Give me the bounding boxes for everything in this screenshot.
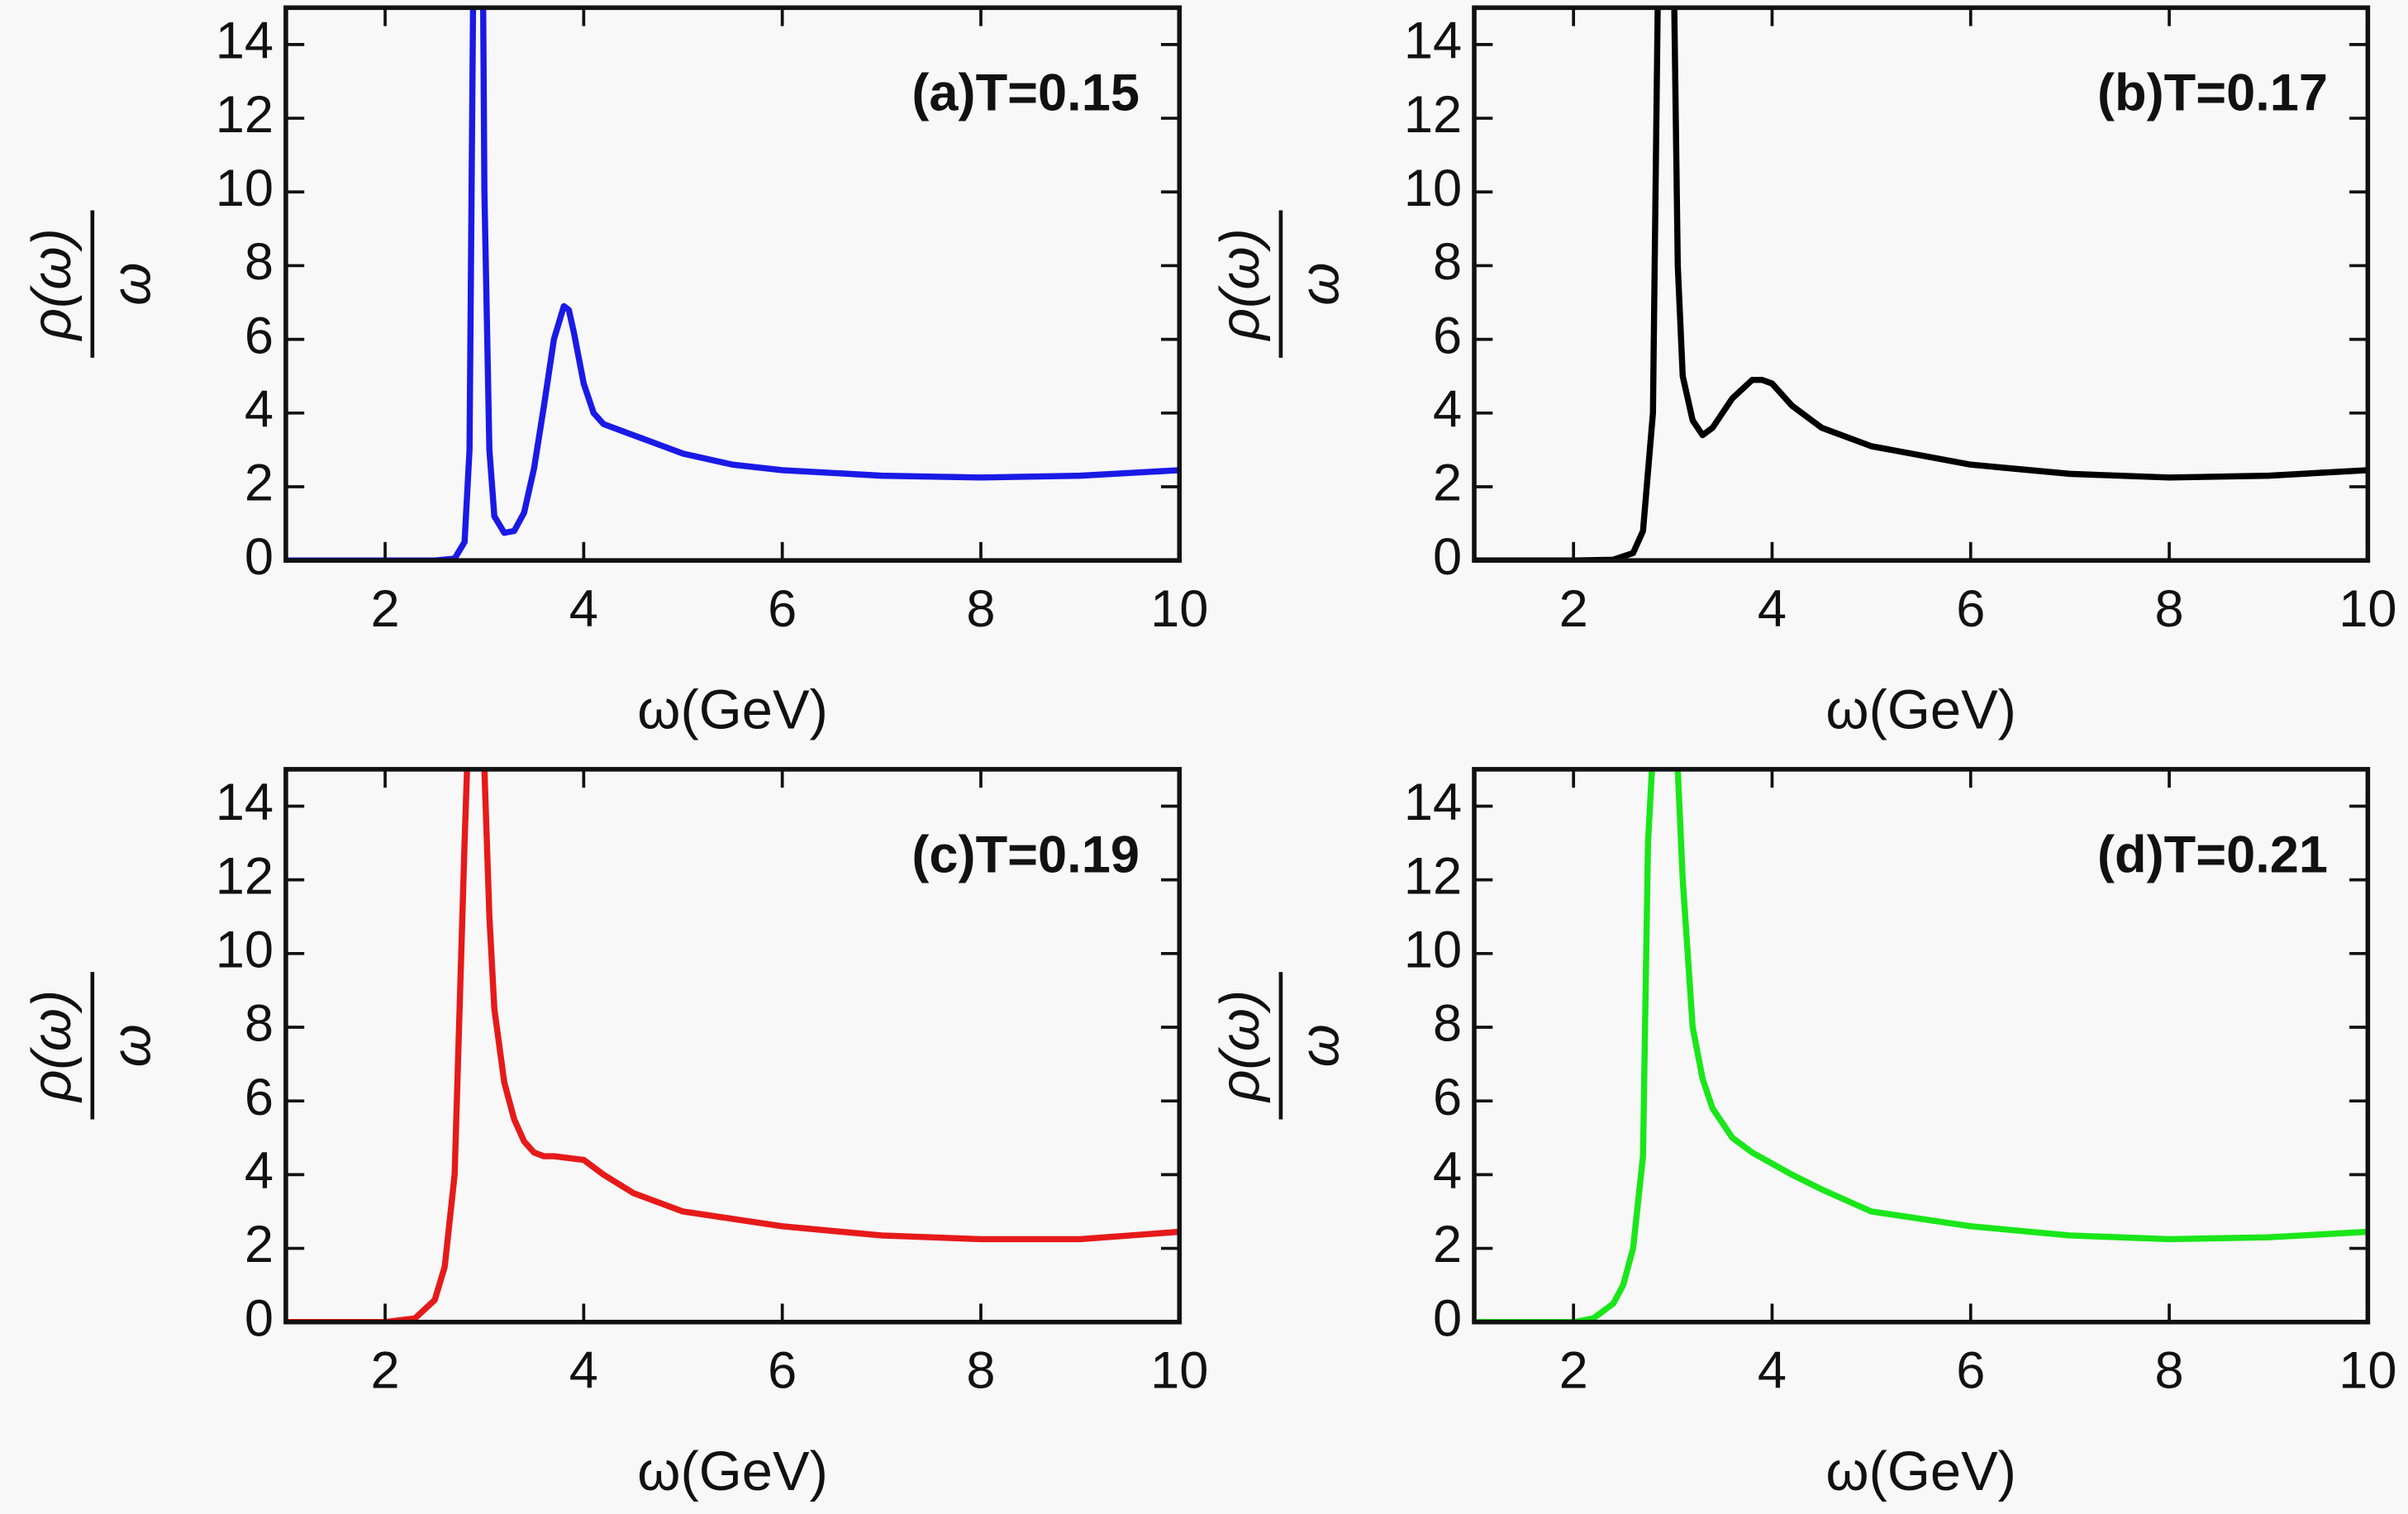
y-label-numerator: ρ(ω)	[21, 228, 83, 341]
y-tick-label: 14	[216, 774, 274, 831]
panel: 2 4 6 8 10 0 2 4 6 8 10 12 14 ω(GeV) (b)T=0.17 ρ(ω) ω	[1209, 5, 2396, 741]
y-tick-label: 14	[216, 12, 274, 70]
y-tick-label: 14	[1404, 774, 1462, 831]
y-tick-label: 10	[216, 159, 274, 217]
data-line	[285, 769, 1180, 1322]
annotation: (a)T=0.15	[911, 64, 1140, 122]
x-tick-label: 8	[966, 580, 995, 638]
plot-frame	[1472, 5, 2371, 563]
x-axis-label: ω(GeV)	[637, 679, 828, 741]
x-axis-label: ω(GeV)	[637, 1440, 828, 1502]
plot-frame	[283, 767, 1183, 1325]
y-axis-label: ρ(ω) ω	[1209, 972, 1351, 1120]
x-tick-label: 8	[2155, 580, 2184, 638]
y-tick-label: 2	[245, 1216, 274, 1274]
y-tick-label: 8	[1433, 995, 1462, 1053]
y-tick-label: 8	[245, 995, 274, 1053]
y-label-denominator: ω	[100, 1024, 162, 1067]
y-tick-label: 8	[1433, 233, 1462, 291]
y-label-numerator: ρ(ω)	[21, 990, 83, 1103]
data-line	[285, 7, 1180, 561]
x-tick-label: 10	[2339, 1342, 2396, 1400]
x-tick-label: 10	[1150, 580, 1208, 638]
y-tick-label: 10	[1404, 921, 1462, 979]
data-line	[1474, 769, 2368, 1322]
y-label-denominator: ω	[1289, 263, 1351, 306]
y-tick-label: 2	[1433, 455, 1462, 512]
y-label-denominator: ω	[100, 263, 162, 306]
x-tick-label: 4	[569, 580, 598, 638]
x-tick-label: 6	[1956, 1342, 1985, 1400]
panel: 2 4 6 8 10 0 2 4 6 8 10 12 14 ω(GeV) (a)T=0.15 ρ(ω) ω	[21, 5, 1208, 741]
panel: 2 4 6 8 10 0 2 4 6 8 10 12 14 ω(GeV) (c)T=0.19 ρ(ω) ω	[21, 767, 1208, 1502]
y-tick-label: 8	[245, 233, 274, 291]
x-tick-label: 6	[768, 1342, 797, 1400]
y-tick-label: 6	[245, 307, 274, 364]
x-tick-label: 10	[2339, 580, 2396, 638]
y-tick-label: 4	[1433, 380, 1462, 438]
y-label-numerator: ρ(ω)	[1209, 990, 1271, 1103]
y-axis-label: ρ(ω) ω	[21, 210, 162, 358]
y-tick-label: 10	[1404, 159, 1462, 217]
y-tick-label: 4	[245, 380, 274, 438]
y-tick-label: 0	[245, 528, 274, 586]
x-tick-label: 6	[768, 580, 797, 638]
x-tick-label: 2	[1559, 580, 1588, 638]
y-tick-label: 12	[1404, 86, 1462, 144]
y-tick-label: 14	[1404, 12, 1462, 70]
panel: 2 4 6 8 10 0 2 4 6 8 10 12 14 ω(GeV) (d)T=0.21 ρ(ω) ω	[1209, 767, 2396, 1502]
y-tick-label: 2	[1433, 1216, 1462, 1274]
x-axis-label: ω(GeV)	[1825, 1440, 2016, 1502]
y-label-numerator: ρ(ω)	[1209, 228, 1271, 341]
y-tick-label: 0	[1433, 528, 1462, 586]
plot-frame	[1472, 767, 2371, 1325]
annotation: (b)T=0.17	[2097, 64, 2328, 122]
y-tick-label: 10	[216, 921, 274, 979]
x-tick-label: 4	[1758, 1342, 1787, 1400]
y-label-denominator: ω	[1289, 1024, 1351, 1067]
x-tick-label: 2	[370, 580, 399, 638]
y-tick-label: 0	[1433, 1289, 1462, 1347]
y-tick-label: 12	[216, 86, 274, 144]
y-tick-label: 0	[245, 1289, 274, 1347]
y-tick-label: 12	[216, 847, 274, 905]
x-tick-label: 10	[1150, 1342, 1208, 1400]
y-tick-label: 12	[1404, 847, 1462, 905]
x-tick-label: 8	[966, 1342, 995, 1400]
x-tick-label: 4	[1758, 580, 1787, 638]
data-line	[1474, 7, 2368, 561]
y-tick-label: 4	[245, 1142, 274, 1200]
y-tick-label: 6	[1433, 307, 1462, 364]
y-axis-label: ρ(ω) ω	[21, 972, 162, 1120]
y-tick-label: 2	[245, 455, 274, 512]
x-tick-label: 8	[2155, 1342, 2184, 1400]
y-axis-label: ρ(ω) ω	[1209, 210, 1351, 358]
y-tick-label: 4	[1433, 1142, 1462, 1200]
y-tick-label: 6	[245, 1069, 274, 1126]
x-axis-label: ω(GeV)	[1825, 679, 2016, 741]
annotation: (d)T=0.21	[2097, 826, 2328, 883]
x-tick-label: 2	[1559, 1342, 1588, 1400]
annotation: (c)T=0.19	[911, 826, 1140, 883]
x-tick-label: 6	[1956, 580, 1985, 638]
x-tick-label: 2	[370, 1342, 399, 1400]
x-tick-label: 4	[569, 1342, 598, 1400]
plot-frame	[283, 5, 1183, 563]
y-tick-label: 6	[1433, 1069, 1462, 1126]
